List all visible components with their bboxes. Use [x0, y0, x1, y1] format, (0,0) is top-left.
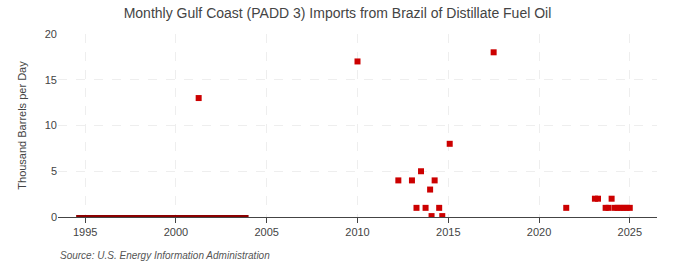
svg-text:5: 5: [51, 165, 57, 177]
svg-text:10: 10: [45, 119, 57, 131]
svg-text:Source: U.S. Energy Informatio: Source: U.S. Energy Information Administ…: [60, 250, 270, 261]
svg-text:2020: 2020: [527, 226, 551, 238]
svg-text:2010: 2010: [345, 226, 369, 238]
svg-text:2005: 2005: [254, 226, 278, 238]
svg-text:Thousand Barrels per Day: Thousand Barrels per Day: [16, 61, 28, 190]
svg-text:2000: 2000: [164, 226, 188, 238]
svg-text:Monthly Gulf Coast (PADD 3) Im: Monthly Gulf Coast (PADD 3) Imports from…: [124, 5, 552, 21]
svg-text:2025: 2025: [618, 226, 642, 238]
svg-text:20: 20: [45, 28, 57, 40]
svg-text:2015: 2015: [436, 226, 460, 238]
svg-text:15: 15: [45, 74, 57, 86]
svg-text:1995: 1995: [73, 226, 97, 238]
svg-text:0: 0: [51, 211, 57, 223]
